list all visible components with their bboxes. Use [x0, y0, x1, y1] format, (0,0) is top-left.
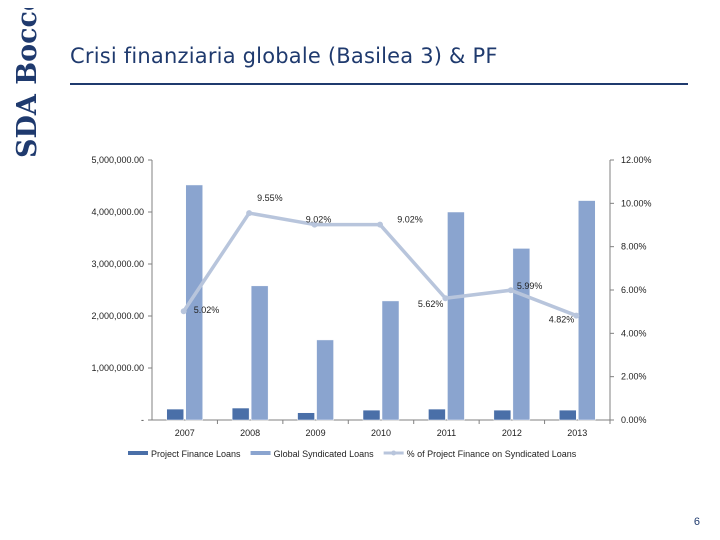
- x-tick-label: 2013: [567, 428, 587, 438]
- logo-text: SDA Bocconi: [12, 8, 43, 158]
- legend-label: % of Project Finance on Syndicated Loans: [407, 449, 577, 459]
- bar-global-syndicated: [512, 248, 531, 421]
- y-right-tick-label: 4.00%: [621, 328, 647, 338]
- page-number: 6: [693, 516, 700, 528]
- line-data-label: 5.62%: [418, 299, 444, 309]
- legend-swatch: [250, 451, 271, 455]
- y-right-tick-label: 12.00%: [621, 155, 652, 165]
- y-right-tick-label: 10.00%: [621, 198, 652, 208]
- bar-project-finance: [428, 408, 446, 421]
- x-tick-label: 2010: [371, 428, 391, 438]
- bar-global-syndicated: [381, 300, 400, 421]
- y-right-tick-label: 6.00%: [621, 285, 647, 295]
- line-data-label: 9.02%: [397, 215, 423, 225]
- y-left-tick-label: 3,000,000.00: [91, 259, 144, 269]
- bar-project-finance: [297, 412, 315, 421]
- x-tick-label: 2012: [502, 428, 522, 438]
- y-left-tick-label: 1,000,000.00: [91, 363, 144, 373]
- line-point: [377, 221, 383, 228]
- x-tick-label: 2011: [437, 428, 456, 438]
- bar-project-finance: [166, 408, 184, 421]
- line-point: [180, 308, 187, 315]
- y-left-tick-label: 4,000,000.00: [91, 207, 144, 217]
- line-point: [442, 295, 449, 302]
- sda-bocconi-logo: SDA Bocconi: [12, 8, 43, 158]
- legend-swatch: [128, 451, 148, 455]
- bar-global-syndicated: [250, 285, 269, 421]
- bar-project-finance: [362, 409, 381, 421]
- line-point: [246, 210, 253, 217]
- y-right-tick-label: 2.00%: [621, 372, 647, 382]
- line-data-label: 5.02%: [194, 305, 220, 315]
- bar-project-finance: [493, 409, 512, 421]
- slide-title: Crisi finanziaria globale (Basilea 3) & …: [70, 44, 498, 68]
- line-point: [507, 287, 514, 294]
- line-data-label: 5.99%: [517, 281, 543, 291]
- line-point: [311, 221, 318, 228]
- x-tick-label: 2008: [240, 428, 260, 438]
- bar-global-syndicated: [185, 184, 203, 421]
- legend-label: Project Finance Loans: [151, 449, 241, 459]
- bar-project-finance: [559, 409, 577, 421]
- line-point: [573, 312, 580, 319]
- bar-project-finance: [231, 407, 250, 421]
- bar-global-syndicated: [316, 339, 334, 421]
- line-data-label: 4.82%: [549, 315, 575, 325]
- line-data-label: 9.02%: [306, 215, 332, 225]
- y-left-tick-label: 5,000,000.00: [91, 155, 144, 165]
- y-right-tick-label: 8.00%: [621, 242, 647, 252]
- bar-global-syndicated: [578, 200, 596, 421]
- title-divider: [70, 83, 688, 85]
- legend-label: Global Syndicated Loans: [274, 449, 375, 459]
- x-tick-label: 2007: [175, 428, 195, 438]
- line-data-label: 9.55%: [257, 193, 283, 203]
- y-right-tick-label: 0.00%: [621, 415, 647, 425]
- x-tick-label: 2009: [306, 428, 326, 438]
- bar-global-syndicated: [447, 211, 465, 421]
- y-left-tick-label: -: [141, 415, 144, 425]
- y-left-tick-label: 2,000,000.00: [91, 311, 144, 321]
- legend-swatch-marker: [391, 450, 397, 456]
